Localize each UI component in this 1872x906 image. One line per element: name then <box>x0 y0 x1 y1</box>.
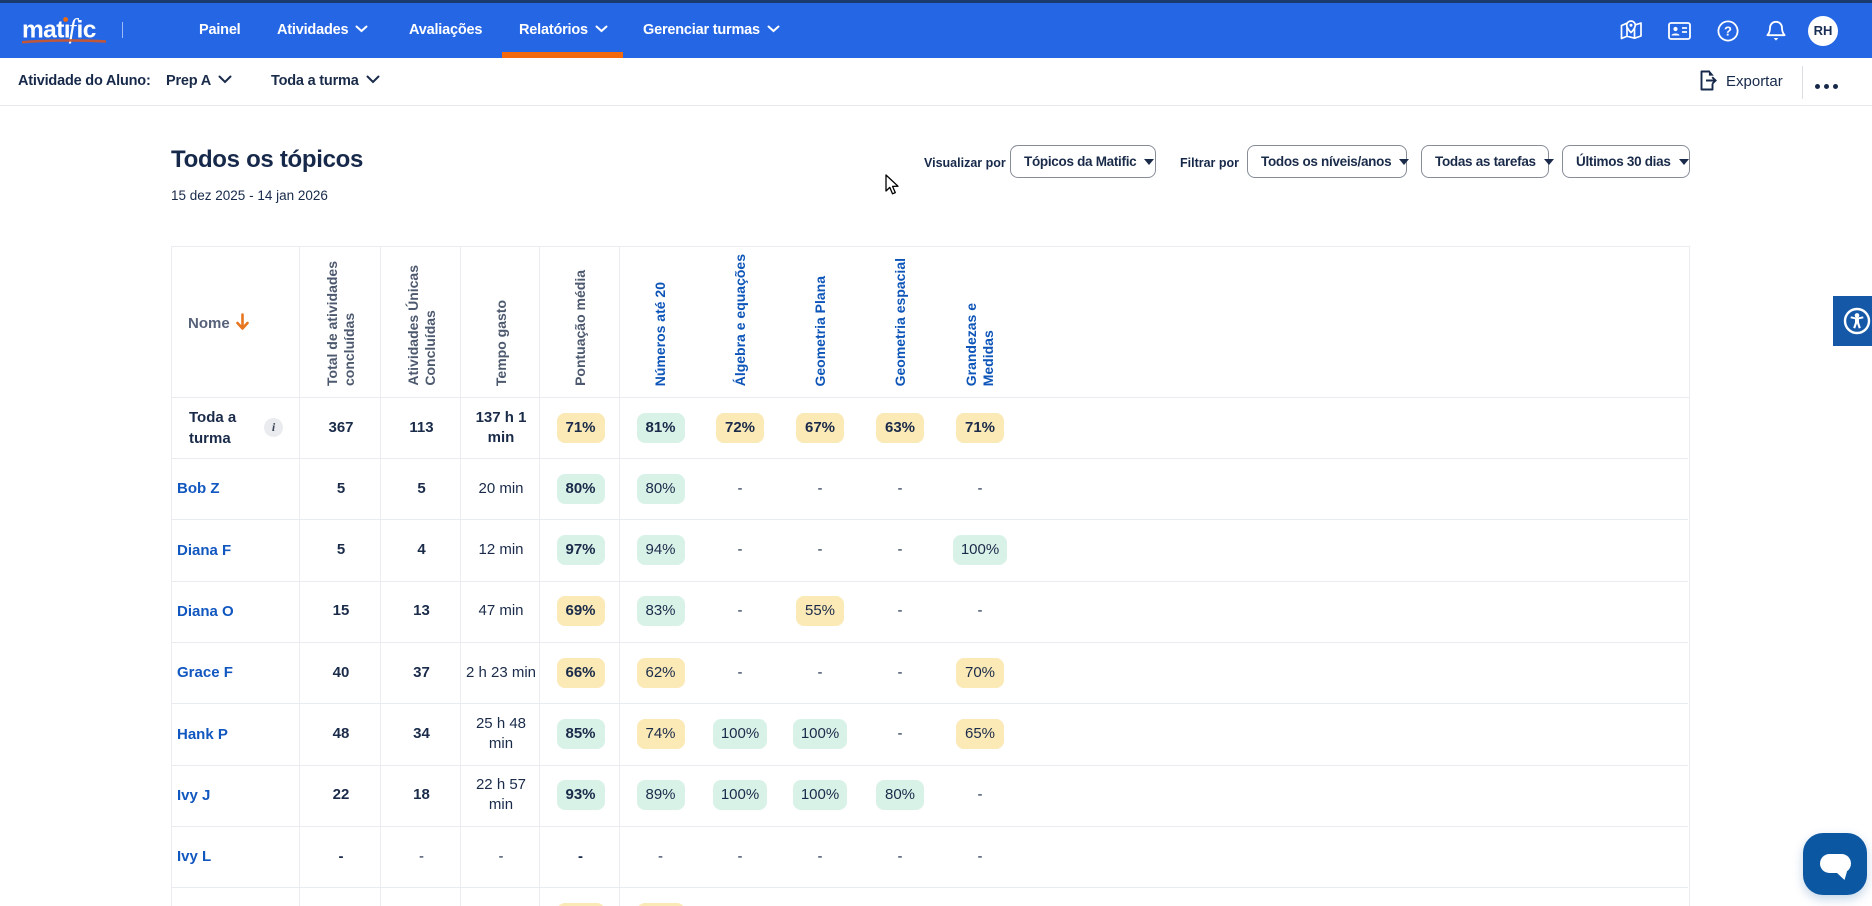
svg-text:f: f <box>69 14 80 44</box>
svg-text:?: ? <box>1724 24 1732 39</box>
svg-text:ic: ic <box>77 17 96 44</box>
svg-text:matı: matı <box>22 17 70 44</box>
